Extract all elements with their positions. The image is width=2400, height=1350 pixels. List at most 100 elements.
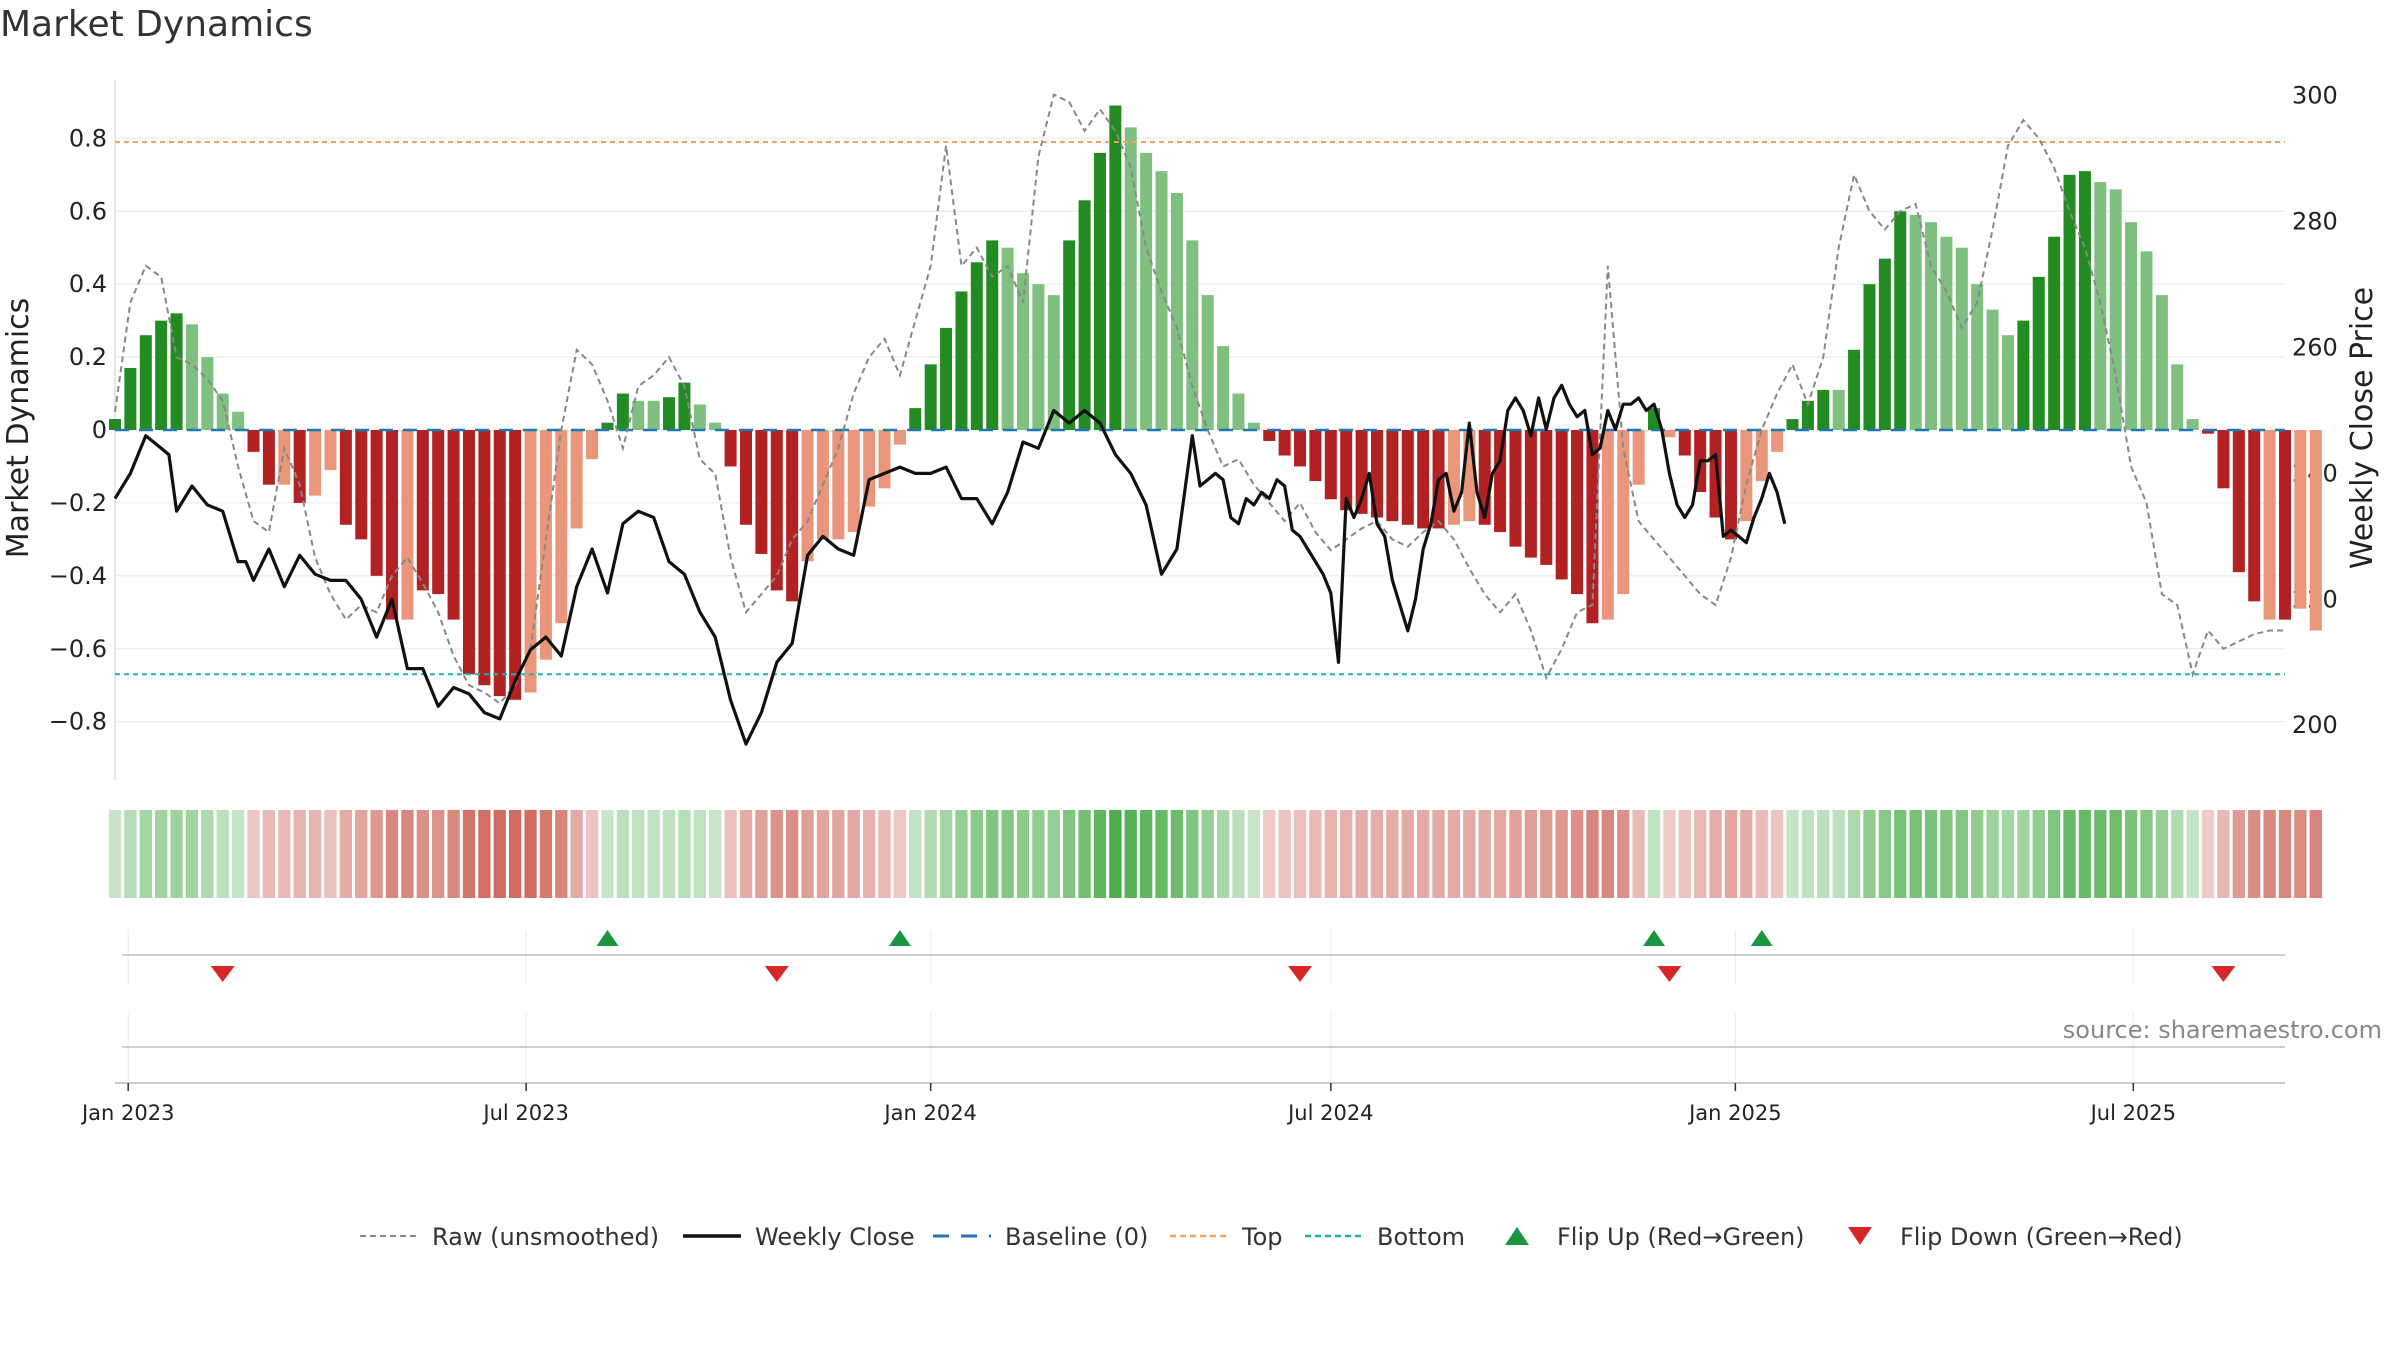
dynamics-bar — [1817, 389, 1830, 430]
regime-cell — [1078, 810, 1091, 898]
regime-cell — [2124, 810, 2138, 898]
legend-swatch-flip-up — [1505, 1227, 1529, 1245]
regime-cell — [185, 810, 199, 898]
dynamics-bar — [416, 430, 429, 591]
regime-cell — [155, 810, 168, 898]
regime-cell — [616, 810, 630, 898]
regime-cell — [1940, 810, 1953, 898]
regime-cell — [1124, 810, 1137, 898]
flip-up-marker — [596, 930, 619, 946]
dynamics-bar — [1201, 295, 1214, 430]
regime-cell — [1740, 810, 1753, 898]
raw-series-line — [114, 93, 2285, 705]
regime-cell — [1155, 810, 1168, 898]
dynamics-bar — [478, 430, 491, 686]
dynamics-bar — [1848, 349, 1861, 430]
regime-cell — [1447, 810, 1461, 898]
regime-cell — [2232, 810, 2245, 898]
regime-cell — [1016, 810, 1030, 898]
dynamics-bar — [2032, 276, 2045, 430]
dynamics-bar — [586, 430, 599, 460]
regime-cell — [1601, 810, 1614, 898]
dynamics-bar — [2232, 430, 2245, 573]
regime-cell — [2309, 810, 2322, 898]
dynamics-bar — [1678, 430, 1691, 456]
regime-cell — [770, 810, 783, 898]
dynamics-bar — [2294, 430, 2307, 609]
dynamics-bar — [2171, 364, 2184, 430]
regime-cell — [355, 810, 368, 898]
regime-cell — [478, 810, 491, 898]
regime-cell — [1586, 810, 1599, 898]
x-tick-label: Jan 2025 — [1687, 1101, 1782, 1125]
regime-cell — [524, 810, 537, 898]
y2-tick-label: 280 — [2292, 208, 2338, 236]
dynamics-bar — [2017, 320, 2030, 430]
regime-cell — [893, 810, 907, 898]
regime-cell — [139, 810, 152, 898]
dynamics-bar — [2109, 189, 2122, 430]
dynamics-bar — [155, 320, 168, 430]
regime-cell — [2171, 810, 2184, 898]
left-axis: −0.8 −0.6 −0.4 −0.2 0 0.2 0.4 0.6 0.8 — [49, 80, 116, 780]
y2-axis-label: Weekly Close Price — [2345, 287, 2380, 569]
regime-cell — [662, 810, 676, 898]
regime-cell — [1463, 810, 1476, 898]
grid-lines — [115, 137, 2285, 1080]
dynamics-bar — [185, 324, 198, 430]
regime-cell — [878, 810, 891, 898]
regime-cell — [2063, 810, 2076, 898]
legend-label: Baseline (0) — [1005, 1223, 1148, 1251]
regime-cell — [1139, 810, 1153, 898]
regime-cell — [1509, 810, 1522, 898]
dynamics-bar — [1017, 273, 1030, 430]
regime-cell — [1817, 810, 1830, 898]
regime-cell — [1832, 810, 1845, 898]
regime-cell — [2186, 810, 2199, 898]
regime-cell — [1063, 810, 1076, 898]
regime-cell — [601, 810, 614, 898]
x-tick-label: Jul 2025 — [2089, 1101, 2176, 1125]
regime-cell — [108, 810, 122, 898]
dynamics-bar — [1155, 171, 1168, 431]
dynamics-bar — [324, 430, 337, 471]
regime-cell — [939, 810, 953, 898]
regime-cell — [1278, 810, 1291, 898]
regime-cell — [1770, 810, 1784, 898]
regime-cell — [308, 810, 322, 898]
regime-cell — [755, 810, 768, 898]
dynamics-bar — [278, 430, 291, 485]
regime-cell — [647, 810, 660, 898]
regime-cell — [493, 810, 506, 898]
regime-cell — [786, 810, 799, 898]
regime-cell — [1801, 810, 1815, 898]
dynamics-bar — [801, 430, 814, 562]
regime-cell — [278, 810, 291, 898]
regime-cell — [632, 810, 645, 898]
regime-cell — [1247, 810, 1261, 898]
regime-cell — [1617, 810, 1630, 898]
legend-label: Top — [1241, 1223, 1283, 1251]
dynamics-bar — [1032, 284, 1045, 430]
series-lines — [113, 93, 2285, 746]
x-tick-label: Jul 2024 — [1286, 1101, 1373, 1125]
regime-cell — [2263, 810, 2276, 898]
dynamics-bar — [262, 430, 275, 485]
dynamics-bar — [570, 430, 583, 529]
regime-cell — [1678, 810, 1691, 898]
regime-cell — [370, 810, 383, 898]
regime-cell — [2032, 810, 2045, 898]
regime-cell — [847, 810, 860, 898]
dynamics-bar — [986, 240, 999, 430]
dynamics-bar — [2140, 251, 2153, 430]
regime-cell — [2155, 810, 2169, 898]
dynamics-bar — [1909, 214, 1922, 430]
right-axis: 200220240260280300 — [2292, 82, 2338, 739]
dynamics-bar — [1801, 400, 1814, 430]
regime-cell — [1170, 810, 1184, 898]
regime-cell — [539, 810, 553, 898]
regime-cell — [2109, 810, 2122, 898]
dynamics-bar — [309, 430, 322, 496]
dynamics-bar — [1463, 430, 1476, 522]
dynamics-bar — [1232, 393, 1245, 430]
